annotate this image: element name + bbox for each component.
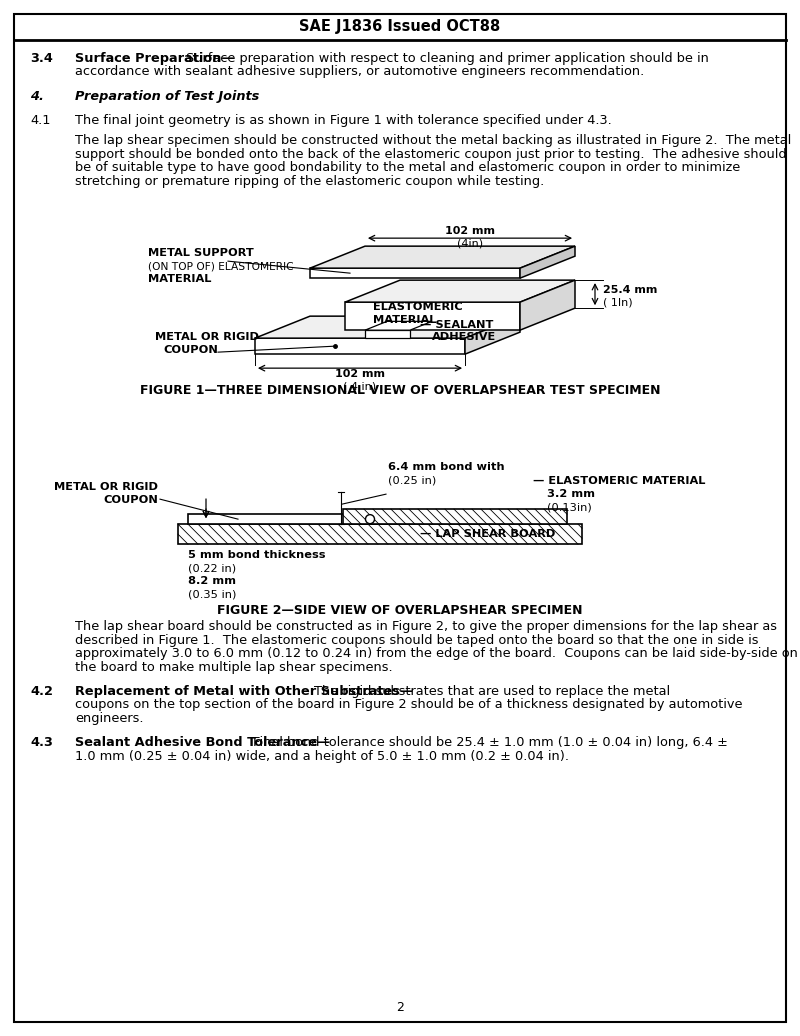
- Polygon shape: [365, 330, 410, 338]
- Text: MATERIAL: MATERIAL: [148, 275, 211, 284]
- Polygon shape: [255, 338, 465, 354]
- Polygon shape: [465, 316, 520, 354]
- Text: (0.13in): (0.13in): [547, 502, 592, 512]
- Polygon shape: [255, 316, 520, 338]
- Polygon shape: [310, 247, 575, 268]
- Circle shape: [366, 515, 374, 523]
- Text: ADHESIVE: ADHESIVE: [432, 333, 496, 342]
- Text: SAE J1836 Issued OCT88: SAE J1836 Issued OCT88: [299, 20, 501, 34]
- Text: 5 mm bond thickness: 5 mm bond thickness: [188, 550, 326, 560]
- Text: (4in): (4in): [457, 238, 483, 249]
- Text: COUPON: COUPON: [163, 345, 218, 355]
- Text: (0.35 in): (0.35 in): [188, 589, 236, 599]
- Bar: [188, 514, 388, 524]
- Text: 4.2: 4.2: [30, 685, 53, 698]
- Text: MATERIAL: MATERIAL: [373, 315, 436, 325]
- Text: Sealant Adhesive Bond Tolerance—: Sealant Adhesive Bond Tolerance—: [75, 737, 330, 749]
- Text: COUPON: COUPON: [103, 495, 158, 506]
- Text: support should be bonded onto the back of the elastomeric coupon just prior to t: support should be bonded onto the back o…: [75, 148, 786, 161]
- Text: The lap shear specimen should be constructed without the metal backing as illust: The lap shear specimen should be constru…: [75, 135, 791, 147]
- Text: — SEALANT: — SEALANT: [420, 320, 494, 330]
- Text: 6.4 mm bond with: 6.4 mm bond with: [388, 462, 505, 472]
- Polygon shape: [520, 247, 575, 278]
- Polygon shape: [345, 303, 520, 330]
- Text: 2: 2: [396, 1001, 404, 1014]
- Text: FIGURE 2—SIDE VIEW OF OVERLAPSHEAR SPECIMEN: FIGURE 2—SIDE VIEW OF OVERLAPSHEAR SPECI…: [218, 604, 582, 617]
- Polygon shape: [345, 280, 575, 303]
- Text: 3.4: 3.4: [30, 52, 53, 65]
- Text: (0.25 in): (0.25 in): [388, 476, 436, 485]
- Bar: [178, 524, 582, 544]
- Text: 4.3: 4.3: [30, 737, 53, 749]
- Text: engineers.: engineers.: [75, 712, 143, 725]
- Polygon shape: [520, 280, 575, 330]
- Text: — ELASTOMERIC MATERIAL: — ELASTOMERIC MATERIAL: [533, 477, 706, 486]
- Text: be of suitable type to have good bondability to the metal and elastomeric coupon: be of suitable type to have good bondabi…: [75, 162, 740, 174]
- Text: Surface preparation with respect to cleaning and primer application should be in: Surface preparation with respect to clea…: [186, 52, 709, 65]
- Text: Surface Preparation—: Surface Preparation—: [75, 52, 234, 65]
- Text: 8.2 mm: 8.2 mm: [188, 576, 236, 586]
- Text: 102 mm: 102 mm: [445, 226, 495, 236]
- Text: (ON TOP OF) ELASTOMERIC: (ON TOP OF) ELASTOMERIC: [148, 261, 294, 271]
- Text: ELASTOMERIC: ELASTOMERIC: [373, 303, 462, 312]
- Text: 4.: 4.: [30, 90, 44, 103]
- Text: accordance with sealant adhesive suppliers, or automotive engineers recommendati: accordance with sealant adhesive supplie…: [75, 65, 644, 79]
- Polygon shape: [310, 268, 520, 278]
- Text: — LAP SHEAR BOARD: — LAP SHEAR BOARD: [420, 529, 555, 539]
- Bar: [343, 509, 567, 524]
- Text: The final joint geometry is as shown in Figure 1 with tolerance specified under : The final joint geometry is as shown in …: [75, 114, 612, 127]
- Text: ( 4 in): ( 4 in): [343, 381, 377, 392]
- Text: 1.0 mm (0.25 ± 0.04 in) wide, and a height of 5.0 ± 1.0 mm (0.2 ± 0.04 in).: 1.0 mm (0.25 ± 0.04 in) wide, and a heig…: [75, 750, 569, 762]
- Text: The lap shear board should be constructed as in Figure 2, to give the proper dim: The lap shear board should be constructe…: [75, 621, 777, 633]
- Text: METAL OR RIGID: METAL OR RIGID: [155, 333, 259, 342]
- Text: METAL SUPPORT: METAL SUPPORT: [148, 249, 254, 258]
- Text: Replacement of Metal with Other Substrates—: Replacement of Metal with Other Substrat…: [75, 685, 413, 698]
- Text: The rigid substrates that are used to replace the metal: The rigid substrates that are used to re…: [314, 685, 670, 698]
- Text: 25.4 mm: 25.4 mm: [603, 285, 658, 295]
- Polygon shape: [365, 321, 432, 330]
- Text: FIGURE 1—THREE DIMENSIONAL VIEW OF OVERLAPSHEAR TEST SPECIMEN: FIGURE 1—THREE DIMENSIONAL VIEW OF OVERL…: [140, 384, 660, 397]
- Text: described in Figure 1.  The elastomeric coupons should be taped onto the board s: described in Figure 1. The elastomeric c…: [75, 634, 758, 646]
- Text: coupons on the top section of the board in Figure 2 should be of a thickness des: coupons on the top section of the board …: [75, 698, 742, 712]
- Text: ( 1In): ( 1In): [603, 297, 633, 307]
- Text: 4.1: 4.1: [30, 114, 50, 127]
- Text: Final bond tolerance should be 25.4 ± 1.0 mm (1.0 ± 0.04 in) long, 6.4 ±: Final bond tolerance should be 25.4 ± 1.…: [253, 737, 727, 749]
- Text: 102 mm: 102 mm: [335, 369, 385, 379]
- Text: approximately 3.0 to 6.0 mm (0.12 to 0.24 in) from the edge of the board.  Coupo: approximately 3.0 to 6.0 mm (0.12 to 0.2…: [75, 648, 798, 660]
- Text: stretching or premature ripping of the elastomeric coupon while testing.: stretching or premature ripping of the e…: [75, 175, 544, 188]
- Text: the board to make multiple lap shear specimens.: the board to make multiple lap shear spe…: [75, 661, 393, 673]
- Text: METAL OR RIGID: METAL OR RIGID: [54, 482, 158, 492]
- Text: 3.2 mm: 3.2 mm: [547, 489, 595, 499]
- Text: Preparation of Test Joints: Preparation of Test Joints: [75, 90, 259, 103]
- Text: (0.22 in): (0.22 in): [188, 564, 236, 573]
